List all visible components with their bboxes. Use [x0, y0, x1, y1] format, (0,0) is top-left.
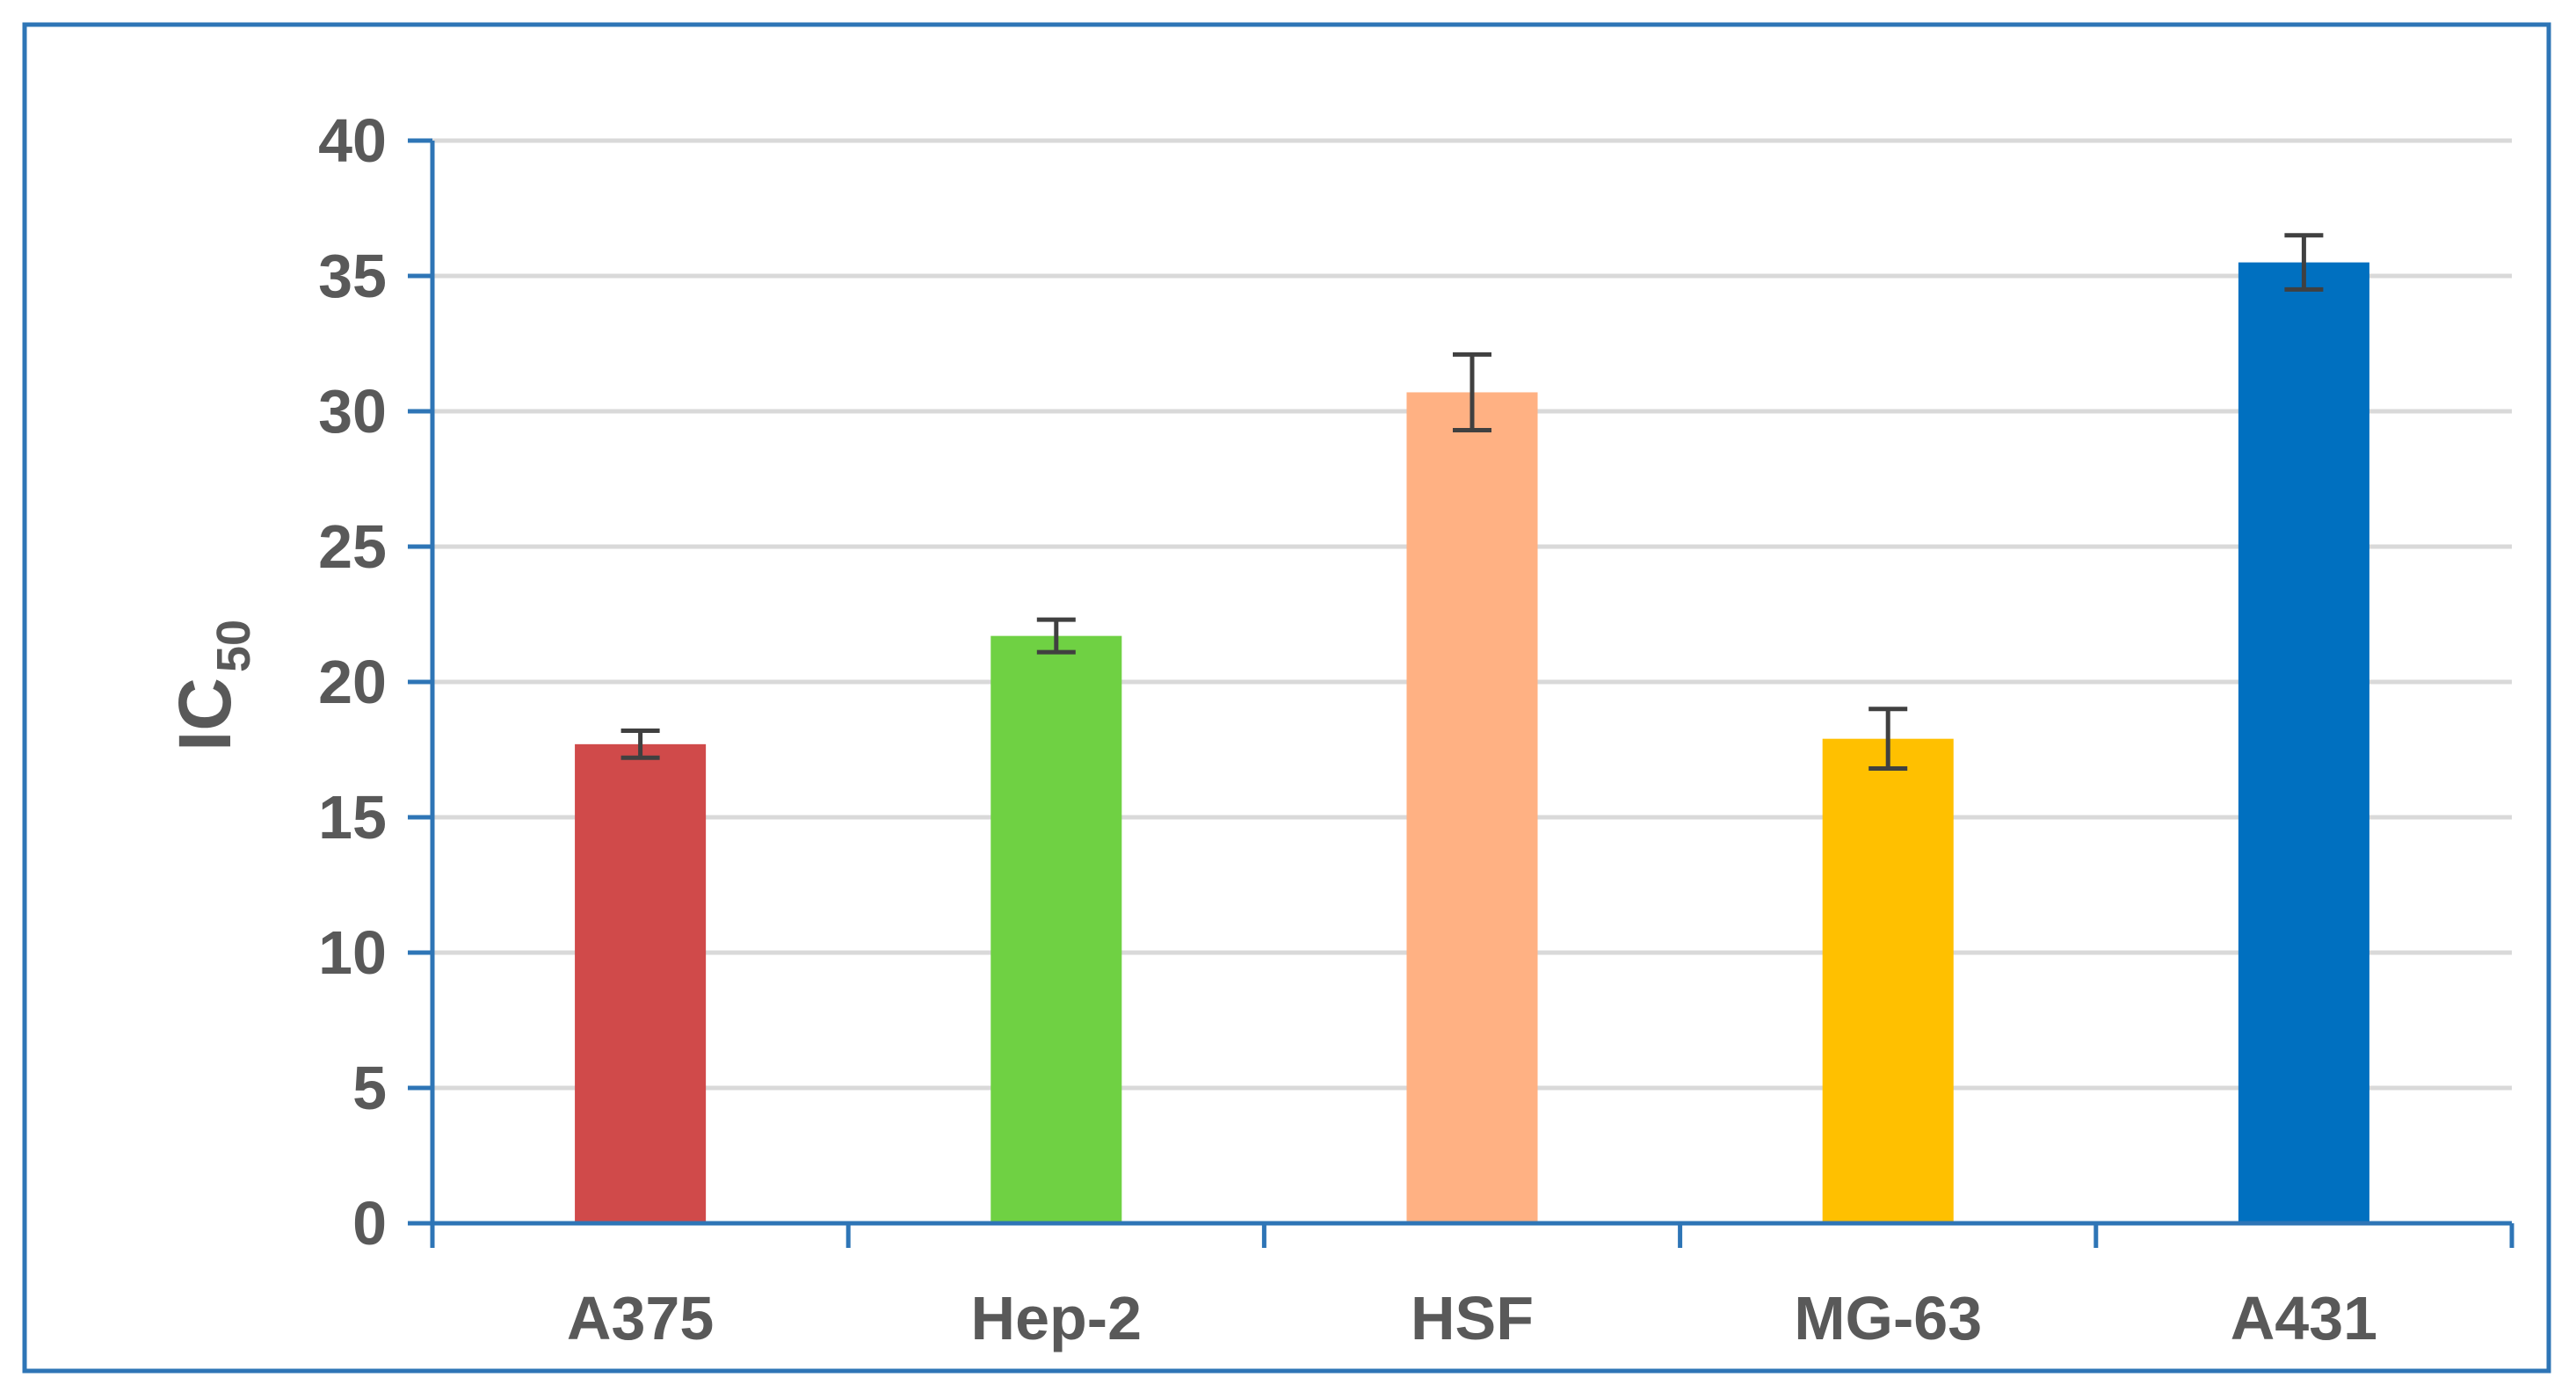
x-tick-label: HSF	[1411, 1284, 1534, 1352]
bars	[575, 262, 2369, 1224]
bar-mg-63	[1822, 738, 1954, 1223]
y-axis-title-subscript: 50	[207, 620, 260, 672]
y-tick-label: 0	[352, 1189, 387, 1258]
y-axis-title-main: IC	[163, 678, 246, 751]
y-tick-label: 10	[318, 918, 387, 987]
y-tick-label: 25	[318, 512, 387, 581]
y-tick-label: 30	[318, 377, 387, 446]
y-tick-label: 35	[318, 242, 387, 310]
bar-hsf	[1406, 392, 1538, 1223]
bar-a431	[2238, 262, 2369, 1224]
y-tick-label: 20	[318, 648, 387, 716]
bar-hep-2	[990, 635, 1122, 1223]
y-tick-label: 5	[352, 1054, 387, 1122]
x-tick-label: Hep-2	[971, 1284, 1142, 1352]
tick-labels: 0 5 10 15 20 25 30 35 40 A375 Hep-2 HSF MG-63 A431	[318, 106, 2377, 1352]
y-tick-label: 40	[318, 106, 387, 175]
error-bars	[620, 233, 2324, 772]
x-tick-label: MG-63	[1794, 1284, 1982, 1352]
x-tick-label: A375	[567, 1284, 714, 1352]
y-tick-label: 15	[318, 783, 387, 852]
axes	[408, 138, 2514, 1248]
chart-border	[22, 22, 2551, 1374]
y-axis-title: IC 50	[163, 620, 260, 751]
bar-a375	[575, 743, 707, 1223]
x-tick-label: A431	[2231, 1284, 2377, 1352]
